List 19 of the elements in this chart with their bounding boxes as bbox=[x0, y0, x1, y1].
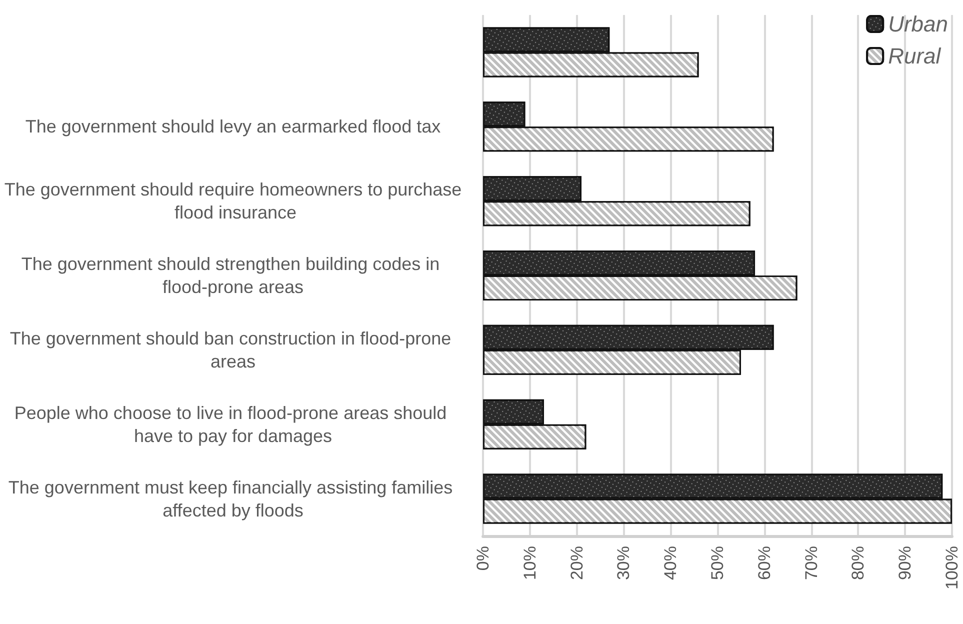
legend-label: Rural bbox=[888, 44, 942, 68]
x-tick-label: 80% bbox=[848, 546, 868, 580]
x-tick-label: 100% bbox=[942, 546, 962, 590]
y-tick-label: People who choose to live in flood-prone areas should have to pay for damages bbox=[14, 402, 452, 446]
y-tick-label: The government should require homeowners to purchase flood insurance bbox=[4, 180, 462, 223]
x-tick-label: 10% bbox=[520, 546, 540, 580]
x-tick-label: 50% bbox=[708, 546, 727, 580]
x-tick-label: 70% bbox=[802, 546, 821, 580]
legend-label: Urban bbox=[888, 12, 948, 36]
x-tick-label: 90% bbox=[896, 546, 915, 580]
x-tick-label: 60% bbox=[754, 546, 774, 580]
x-tick-label: 40% bbox=[661, 546, 680, 580]
y-tick-label: The government should levy an earmarked flood tax bbox=[25, 116, 441, 137]
x-tick-label: 0% bbox=[474, 546, 492, 571]
x-tick-label: 20% bbox=[567, 546, 586, 580]
y-tick-label: The government must keep financially assisting families affected by floods bbox=[8, 477, 458, 520]
y-tick-label: The government should ban construction in flood-prone areas bbox=[10, 328, 456, 372]
x-tick-label: 30% bbox=[614, 546, 634, 580]
y-tick-label: The government should strengthen building codes in flood-prone areas bbox=[21, 254, 445, 297]
